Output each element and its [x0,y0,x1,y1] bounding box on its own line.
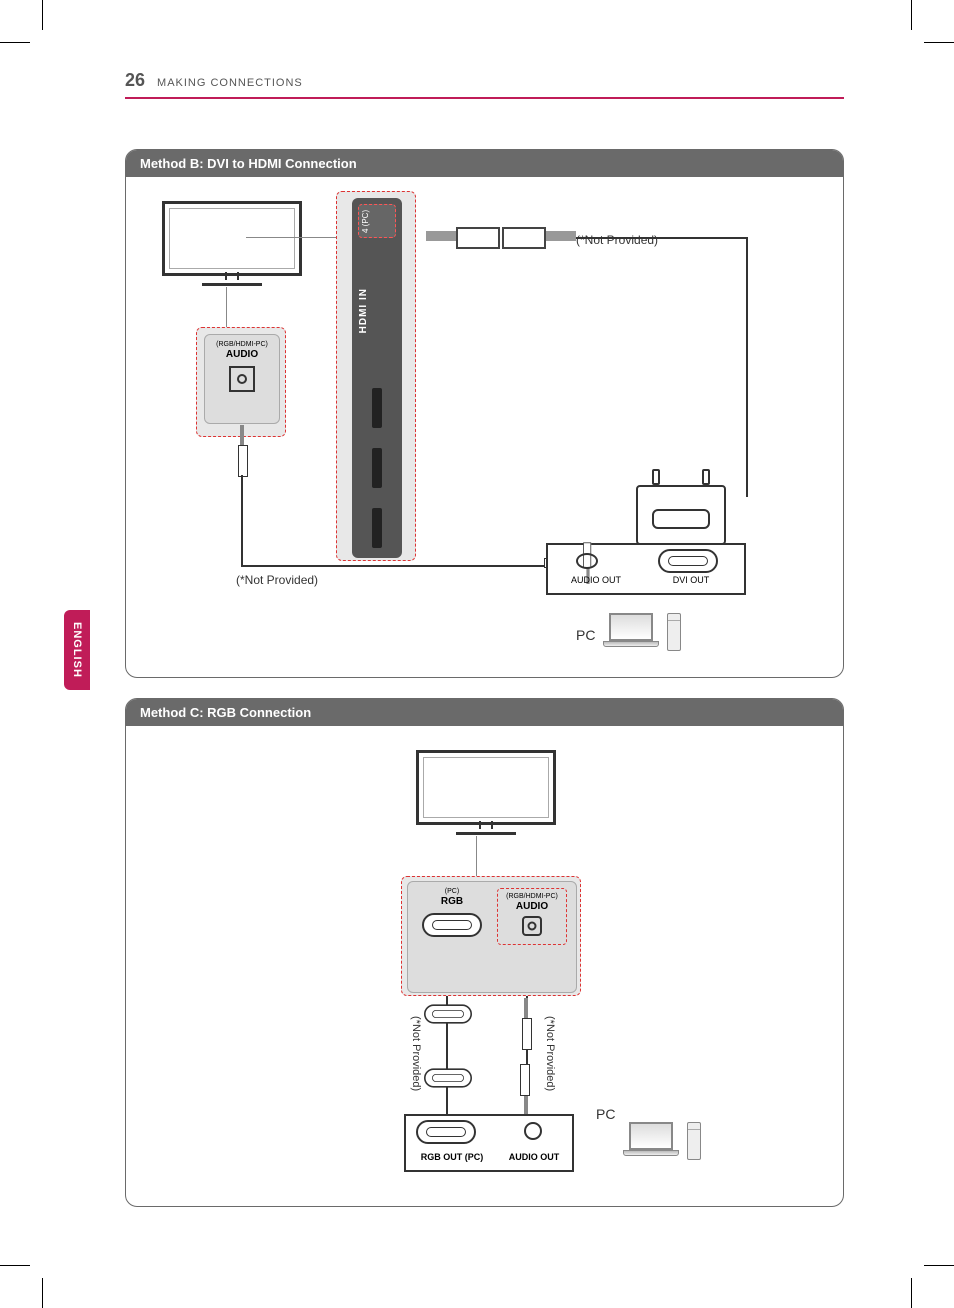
section-title: MAKING CONNECTIONS [157,77,303,89]
cable [241,565,571,567]
crop-mark [42,1278,43,1308]
audio-main: AUDIO [226,349,258,360]
pc-icon-group: PC [596,1122,701,1160]
cable [746,237,748,497]
crop-mark [42,0,43,30]
hdmi-in-label: HDMI IN [358,288,369,333]
rgb-main: RGB [441,896,463,907]
rgb-out-label: RGB OUT (PC) [412,1152,492,1162]
not-provided-note: (*Not Provided) [410,1016,422,1091]
audio-sub: (RGB/HDMI-PC) [205,341,279,349]
crop-mark [0,1265,30,1266]
hdmi-plug-icon [426,227,496,245]
not-provided-note: (*Not Provided) [544,1016,556,1091]
hdmi-plug-icon [506,227,576,245]
dvi-out-label: DVI OUT [666,575,716,585]
page-header: 26 MAKING CONNECTIONS [125,70,844,99]
not-provided-note: (*Not Provided) [236,573,318,587]
leader-line [226,287,227,327]
vga-plug-icon [424,1004,472,1023]
dvi-port-icon [658,549,718,573]
audio-port-box: (RGB/HDMI-PC) AUDIO [204,334,280,424]
audio-sub-c: (RGB/HDMI-PC) [500,893,564,901]
method-c-diagram: (PC) RGB (RGB/HDMI-PC) AUDIO [126,726,843,1206]
page-number: 26 [125,70,145,91]
page-content: 26 MAKING CONNECTIONS Method B: DVI to H… [125,70,844,1248]
method-b-title: Method B: DVI to HDMI Connection [126,150,843,177]
rgb-callout: (PC) RGB (RGB/HDMI-PC) AUDIO [401,876,581,996]
crop-mark [924,1265,954,1266]
audio-plug-icon [238,425,246,475]
hdmi-strip: 4 (PC) HDMI IN [352,198,402,558]
pc-label: PC [576,627,595,643]
audio-jack-icon [229,366,255,392]
method-c-title: Method C: RGB Connection [126,699,843,726]
audio-plug-icon [522,998,530,1048]
audio-main-c: AUDIO [516,901,548,912]
not-provided-note: (*Not Provided) [576,233,658,247]
crop-mark [0,42,30,43]
pc-label-c: PC [596,1106,615,1122]
leader-line [476,836,477,876]
tower-icon [687,1122,701,1160]
vga-port-icon [422,913,482,937]
rgb-ports-box: (PC) RGB (RGB/HDMI-PC) AUDIO [407,881,577,993]
audio-callout: (RGB/HDMI-PC) AUDIO [196,327,286,437]
method-b-diagram: 4 (PC) HDMI IN (RGB/HDMI-PC) AUDIO [126,177,843,677]
cable [576,237,746,239]
audio-plug-icon [522,1066,530,1116]
tv-icon [416,750,556,840]
leader-line [246,237,336,238]
vga-plug-icon [424,1068,472,1087]
tower-icon [667,613,681,651]
language-tab: ENGLISH [64,610,90,690]
rgb-sub: (PC) [417,888,487,896]
audio-out-label: AUDIO OUT [566,575,626,585]
crop-mark [911,1278,912,1308]
laptop-icon [603,613,659,651]
audio-out-label-c: AUDIO OUT [504,1152,564,1162]
pc-ports-box: AUDIO OUT DVI OUT [546,543,746,595]
cable [241,475,243,565]
dvi-plug-icon [636,485,726,545]
crop-mark [924,42,954,43]
audio-jack-icon [522,916,542,936]
crop-mark [911,0,912,30]
laptop-icon [623,1122,679,1160]
hdmi-callout: 4 (PC) HDMI IN [336,191,416,561]
tv-icon [162,201,302,291]
rgb-out-port-icon [416,1120,476,1144]
method-b-box: Method B: DVI to HDMI Connection 4 (PC) … [125,149,844,678]
pc-icon-group: PC [576,613,681,651]
method-c-box: Method C: RGB Connection (PC) RGB [125,698,844,1207]
pc-ports-box: RGB OUT (PC) AUDIO OUT [404,1114,574,1172]
hdmi-port-4pc: 4 (PC) [358,204,396,238]
